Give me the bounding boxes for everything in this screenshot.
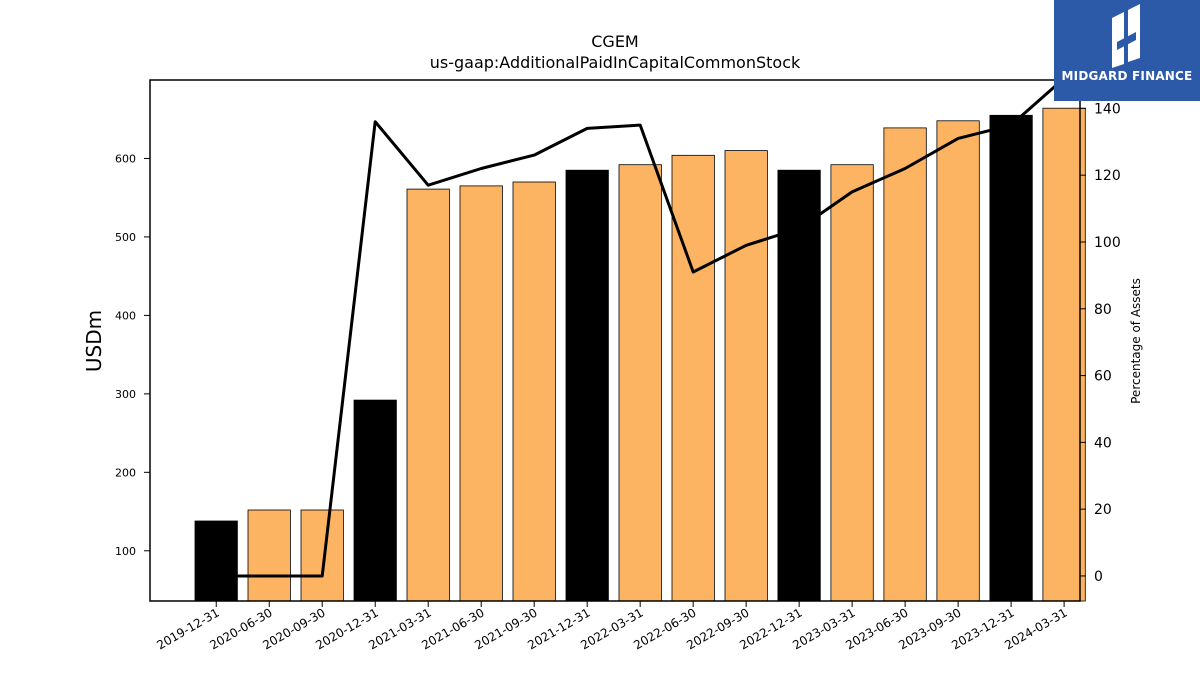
y-tick-label: 600 [115, 152, 136, 165]
bar-series [194, 107, 1086, 602]
bar [1042, 107, 1086, 602]
chart-subtitle: us-gaap:AdditionalPaidInCapitalCommonSto… [429, 53, 801, 72]
y-tick-label: 100 [115, 545, 136, 558]
y-axis-right: 0 20 40 60 80 100 120 140 [1080, 101, 1121, 585]
y-axis-left: 100 200 300 400 500 600 [115, 152, 150, 558]
y2-tick-label: 120 [1094, 168, 1121, 184]
y-axis-label: USDm [82, 310, 106, 372]
brand-name: MIDGARD FINANCE [1061, 69, 1193, 83]
y-tick-label: 300 [115, 388, 136, 401]
bar [459, 185, 503, 602]
y2-tick-label: 0 [1094, 569, 1103, 585]
brand-logo: MIDGARD FINANCE [1054, 0, 1200, 101]
bar [724, 150, 768, 602]
bar [194, 520, 238, 602]
bar [353, 399, 397, 602]
y-tick-label: 200 [115, 466, 136, 479]
bar [883, 127, 927, 602]
y2-tick-label: 20 [1094, 502, 1112, 518]
plot-frame [149, 79, 1081, 602]
bar [777, 169, 821, 602]
bar [300, 509, 344, 602]
x-axis: 2019-12-312020-06-302020-09-302020-12-31… [154, 601, 1070, 652]
bar [512, 181, 556, 602]
midgard-logo-icon [1112, 4, 1140, 68]
bar [565, 169, 609, 602]
y2-axis-label: Percentage of Assets [1129, 278, 1143, 404]
bar [830, 164, 874, 602]
chart-title: CGEM [591, 32, 639, 51]
y2-tick-label: 40 [1094, 435, 1112, 451]
line-series-path [216, 80, 1065, 578]
y2-tick-label: 80 [1094, 302, 1112, 318]
bar [406, 188, 450, 602]
line-series [216, 80, 1065, 578]
y2-tick-label: 60 [1094, 369, 1112, 385]
y2-tick-label: 140 [1094, 101, 1121, 117]
bar [936, 120, 980, 602]
bar [989, 114, 1033, 602]
bar [671, 154, 715, 602]
bar [618, 164, 662, 602]
y-tick-label: 500 [115, 231, 136, 244]
y2-tick-label: 100 [1094, 235, 1121, 251]
y-tick-label: 400 [115, 309, 136, 322]
bar [247, 509, 291, 602]
